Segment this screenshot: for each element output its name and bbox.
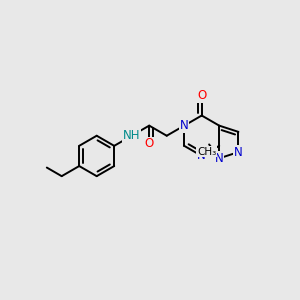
Text: N: N xyxy=(234,146,243,159)
Text: N: N xyxy=(215,152,224,165)
Text: O: O xyxy=(197,89,206,102)
Text: O: O xyxy=(145,137,154,150)
Text: CH₃: CH₃ xyxy=(197,147,216,157)
Text: N: N xyxy=(197,149,206,162)
Text: N: N xyxy=(180,119,189,132)
Text: NH: NH xyxy=(123,129,140,142)
